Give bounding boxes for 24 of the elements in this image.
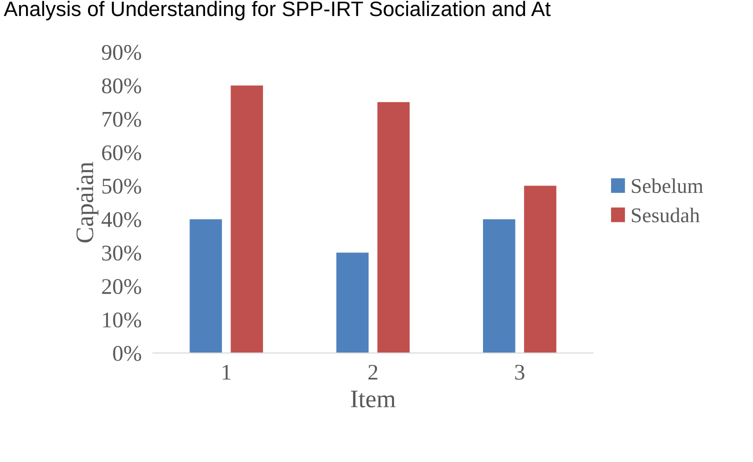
bar [483, 219, 516, 353]
y-tick-label: 10% [103, 312, 142, 328]
x-tick-label: 1 [222, 364, 231, 380]
x-tick-label: 3 [515, 364, 524, 380]
x-axis-title: Item [350, 390, 396, 408]
y-tick-label: 30% [102, 246, 142, 261]
bar [230, 85, 263, 353]
legend-label: Sesudah [632, 208, 700, 222]
y-tick-label: 60% [102, 145, 142, 160]
x-tick-label: 2 [368, 364, 378, 380]
y-tick-label: 40% [102, 212, 142, 228]
bar [336, 252, 369, 353]
y-tick-label: 50% [102, 178, 142, 194]
y-tick-label: 70% [102, 112, 142, 127]
chart-title: Analysis of Understanding for SPP-IRT Socialization and At [4, 0, 551, 20]
bar [377, 102, 410, 353]
bar [190, 219, 222, 353]
y-tick-label: 20% [102, 279, 142, 294]
y-tick-label: 80% [102, 78, 142, 94]
legend-label: Sebelum [632, 178, 704, 194]
y-tick-label: 0% [113, 346, 142, 361]
bar [524, 186, 556, 353]
y-tick-label: 90% [102, 44, 142, 60]
y-axis-title: Capaian [76, 162, 98, 242]
